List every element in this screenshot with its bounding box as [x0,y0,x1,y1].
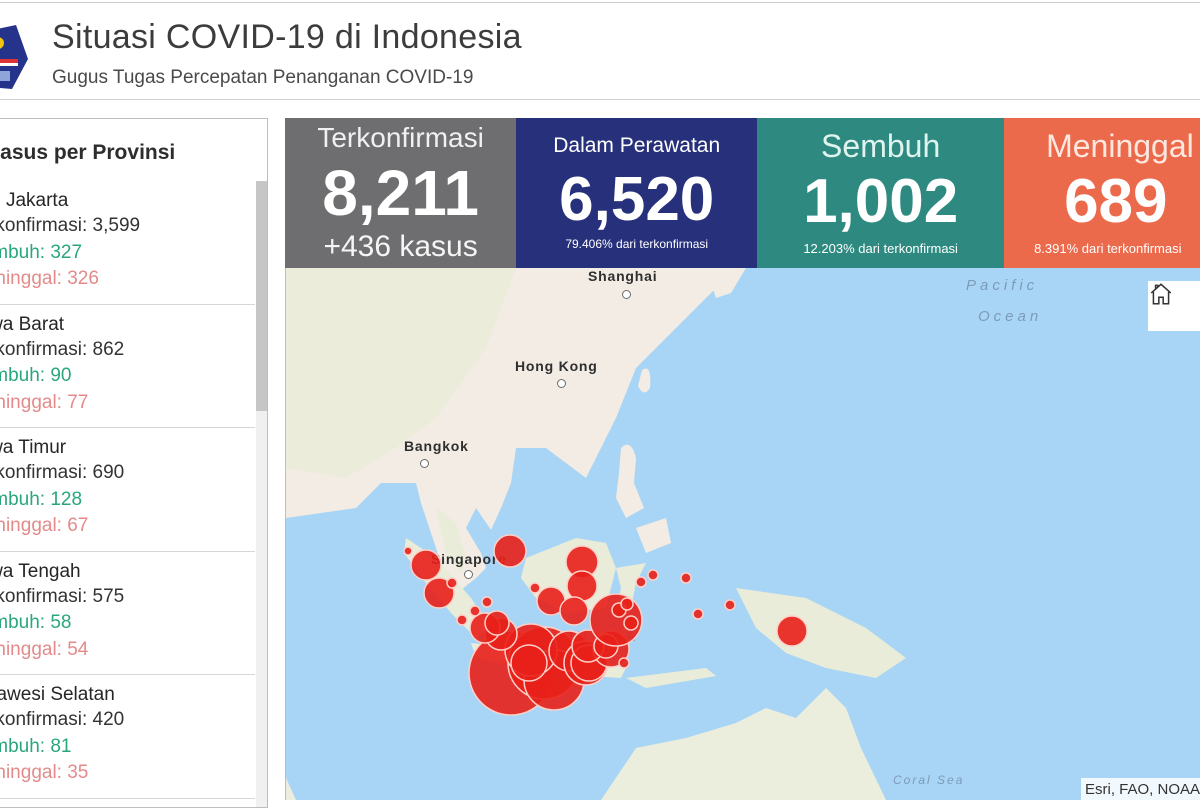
page-subtitle: Gugus Tugas Percepatan Penanganan COVID-… [52,67,474,88]
province-confirmed: Terkonfirmasi: 690 [0,462,125,483]
bnpb-logo-icon [0,25,28,89]
city-label-shanghai: Shanghai [588,268,658,284]
deaths-label: Meninggal [1046,128,1194,164]
confirmed-value: 8,211 [322,157,479,229]
app-header: Situasi COVID-19 di Indonesia Gugus Tuga… [0,2,1200,100]
confirmed-label: Terkonfirmasi [317,122,484,153]
province-recovered: Sembuh: 81 [0,735,72,757]
province-name: Sulawesi Selatan [0,684,115,705]
province-list: DKI Jakarta Terkonfirmasi: 3,599 Sembuh:… [0,181,255,799]
province-confirmed: Terkonfirmasi: 862 [0,338,125,360]
provinces-panel: Kasus per Provinsi DKI Jakarta Terkonfir… [0,118,268,808]
home-button[interactable] [1148,281,1200,331]
city-marker-hong-kong [557,379,566,388]
city-label-singapore: Singapore [431,551,507,567]
deaths-card: Meninggal 689 8.391% dari terkonfirmasi [1004,118,1200,268]
city-marker-bangkok [420,459,429,468]
treated-value: 6,520 [559,165,715,234]
panel-title: Kasus per Provinsi [0,141,176,164]
province-deaths: Meninggal: 77 [0,391,89,413]
deaths-percent: 8.391% dari terkonfirmasi [1034,241,1182,256]
treated-card: Dalam Perawatan 6,520 79.406% dari terko… [516,118,758,268]
recovered-card: Sembuh 1,002 12.203% dari terkonfirmasi [757,118,1005,268]
province-item[interactable]: Jawa Tengah Terkonfirmasi: 575 Sembuh: 5… [0,552,255,675]
map-view[interactable]: Shanghai Hong Kong Bangkok Singapore Pac… [285,268,1200,800]
province-recovered: Sembuh: 327 [0,241,83,263]
province-recovered: Sembuh: 58 [0,612,72,633]
ocean-label-pacific: Pacific [966,277,1039,294]
case-markers [403,534,808,716]
province-item[interactable]: Jawa Timur Terkonfirmasi: 690 Sembuh: 12… [0,428,255,552]
province-name: Jawa Timur [0,437,67,458]
scrollbar-track[interactable] [256,181,267,807]
province-deaths: Meninggal: 35 [0,762,89,783]
province-item[interactable]: Sulawesi Selatan Terkonfirmasi: 420 Semb… [0,675,255,799]
map-attribution[interactable]: Esri, FAO, NOAA [1081,778,1200,800]
province-recovered: Sembuh: 128 [0,488,83,510]
page-title: Situasi COVID-19 di Indonesia [52,18,522,56]
confirmed-card: Terkonfirmasi 8,211 +436 kasus [285,118,517,268]
city-label-hong-kong: Hong Kong [515,358,598,374]
city-label-bangkok: Bangkok [404,438,469,454]
treated-label: Dalam Perawatan [553,134,721,157]
stats-row: Terkonfirmasi 8,211 +436 kasus Dalam Per… [285,118,1200,268]
confirmed-new-cases: +436 kasus [323,230,478,263]
province-deaths: Meninggal: 54 [0,638,89,660]
sea-label-coral: Coral Sea [893,773,965,787]
city-marker-singapore [464,570,473,579]
province-deaths: Meninggal: 326 [0,268,99,289]
province-name: Jawa Tengah [0,560,81,582]
province-item[interactable]: DKI Jakarta Terkonfirmasi: 3,599 Sembuh:… [0,181,255,305]
home-icon [1150,283,1172,305]
province-confirmed: Terkonfirmasi: 420 [0,709,125,730]
province-name: DKI Jakarta [0,190,69,211]
province-deaths: Meninggal: 67 [0,515,89,536]
province-name: Jawa Barat [0,313,65,335]
province-recovered: Sembuh: 90 [0,365,72,386]
province-confirmed: Terkonfirmasi: 3,599 [0,215,141,236]
ocean-label-ocean: Ocean [978,308,1043,325]
deaths-value: 689 [1064,167,1168,236]
scrollbar-thumb[interactable] [256,181,267,411]
province-confirmed: Terkonfirmasi: 575 [0,585,125,607]
province-item[interactable]: Jawa Barat Terkonfirmasi: 862 Sembuh: 90… [0,305,255,428]
treated-percent: 79.406% dari terkonfirmasi [565,237,709,251]
recovered-label: Sembuh [821,128,941,164]
city-marker-shanghai [622,290,631,299]
recovered-value: 1,002 [803,167,959,236]
recovered-percent: 12.203% dari terkonfirmasi [803,241,958,256]
